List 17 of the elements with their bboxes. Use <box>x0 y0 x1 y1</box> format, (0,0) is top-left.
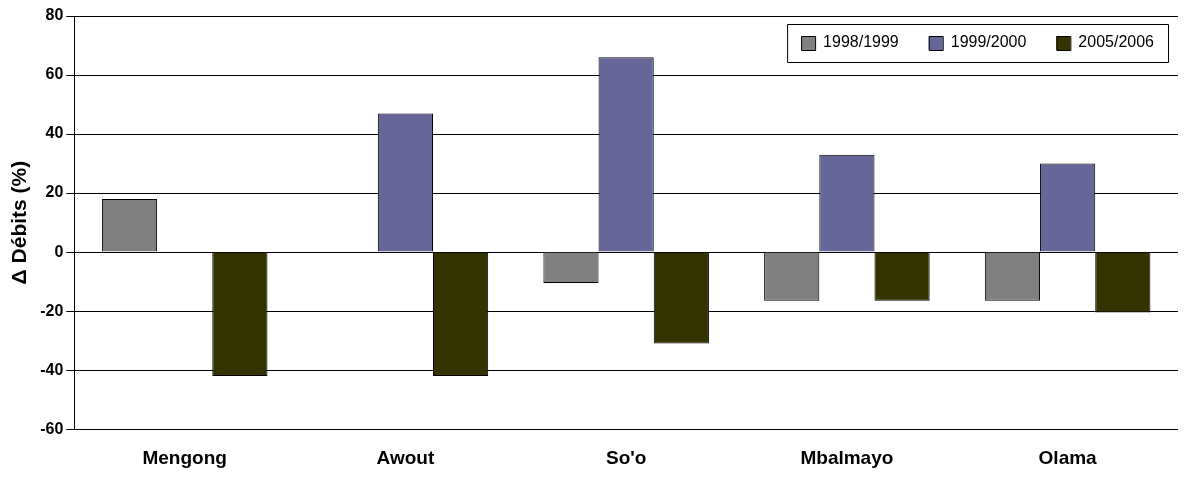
x-tick-label: Mbalmayo <box>800 446 894 468</box>
x-tick-label: Olama <box>1038 446 1098 468</box>
y-tick-label: -20 <box>40 301 64 319</box>
y-tick-label: -40 <box>40 360 64 378</box>
legend-label: 1998/1999 <box>823 33 899 51</box>
y-tick-label: 40 <box>45 124 64 142</box>
y-tick-label: -60 <box>40 419 64 437</box>
legend-label: 1999/2000 <box>950 33 1027 51</box>
y-tick-label: 20 <box>45 183 64 201</box>
legend-label: 2005/2006 <box>1078 33 1155 51</box>
y-tick-label: 80 <box>45 6 64 24</box>
y-axis-title: Δ Débits (%) <box>7 160 31 285</box>
y-tick-label: 60 <box>45 65 64 83</box>
x-tick-label: So'o <box>605 446 647 468</box>
x-tick-label: Mengong <box>142 446 227 468</box>
x-tick-label: Awout <box>376 446 435 468</box>
y-tick-label: 0 <box>54 242 64 260</box>
